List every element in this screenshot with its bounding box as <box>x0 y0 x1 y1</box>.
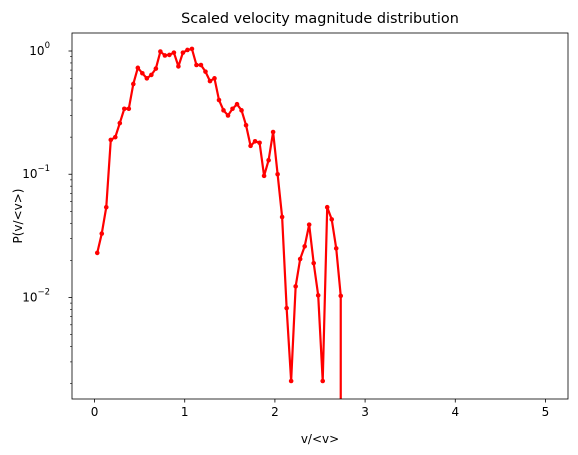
y-tick-label: 10−2 <box>22 287 50 304</box>
x-tick-label: 4 <box>451 405 459 419</box>
data-point <box>261 173 267 179</box>
data-point <box>338 293 344 299</box>
data-point <box>252 139 258 144</box>
data-point <box>230 106 235 112</box>
data-point <box>99 231 105 236</box>
data-point <box>122 106 127 112</box>
chart-title: Scaled velocity magnitude distribution <box>181 11 459 27</box>
data-point <box>221 108 226 113</box>
x-tick-label: 3 <box>361 405 369 419</box>
data-point <box>216 97 222 103</box>
data-point <box>270 129 276 135</box>
x-tick-label: 0 <box>91 405 99 419</box>
x-tick-label: 5 <box>542 405 550 419</box>
data-point <box>203 69 208 74</box>
data-point <box>112 134 118 140</box>
data-point <box>243 122 249 128</box>
data-point <box>135 65 141 71</box>
data-point <box>185 47 190 53</box>
data-point <box>126 106 132 112</box>
y-tick-label: 100 <box>29 41 50 58</box>
x-axis-label: v/<v> <box>301 432 339 446</box>
data-point <box>333 246 339 251</box>
data-point <box>306 222 312 227</box>
data-point <box>275 171 280 177</box>
data-point <box>144 76 150 81</box>
data-point <box>239 108 244 113</box>
data-point <box>266 157 271 163</box>
data-point <box>320 378 326 384</box>
data-point <box>194 62 199 68</box>
data-point <box>207 78 213 84</box>
data-point <box>140 70 145 76</box>
axes-frame <box>71 32 569 400</box>
y-axis-label: P(v/<v>) <box>11 189 25 244</box>
data-point <box>297 256 303 262</box>
data-point <box>284 305 289 311</box>
x-tick-label: 2 <box>271 405 279 419</box>
data-point <box>225 113 231 118</box>
data-point <box>212 76 217 81</box>
data-point <box>288 378 294 384</box>
data-point <box>198 62 204 68</box>
data-point <box>293 284 298 289</box>
data-point <box>279 214 285 220</box>
data-point <box>311 260 316 266</box>
plot-area: 0 1 2 3 4 5 10−2 10−1 100 <box>22 32 569 419</box>
data-point <box>315 293 321 298</box>
data-point <box>176 64 181 69</box>
data-point <box>149 72 154 78</box>
data-point <box>234 101 240 107</box>
data-point <box>94 250 100 256</box>
y-tick-label: 10−1 <box>22 164 50 181</box>
data-point <box>257 140 262 146</box>
data-point <box>117 120 123 126</box>
data-point <box>103 204 109 210</box>
data-point <box>167 52 172 58</box>
data-point <box>329 217 335 222</box>
data-point <box>158 49 163 54</box>
data-point <box>108 137 114 143</box>
data-point <box>189 46 195 52</box>
data-point <box>162 53 168 58</box>
data-point <box>153 66 159 71</box>
data-point <box>324 204 330 210</box>
x-tick-label: 1 <box>181 405 189 419</box>
data-point <box>131 81 136 87</box>
data-point <box>180 50 186 55</box>
data-point <box>302 244 307 249</box>
data-point <box>248 143 253 149</box>
data-point <box>171 50 177 55</box>
